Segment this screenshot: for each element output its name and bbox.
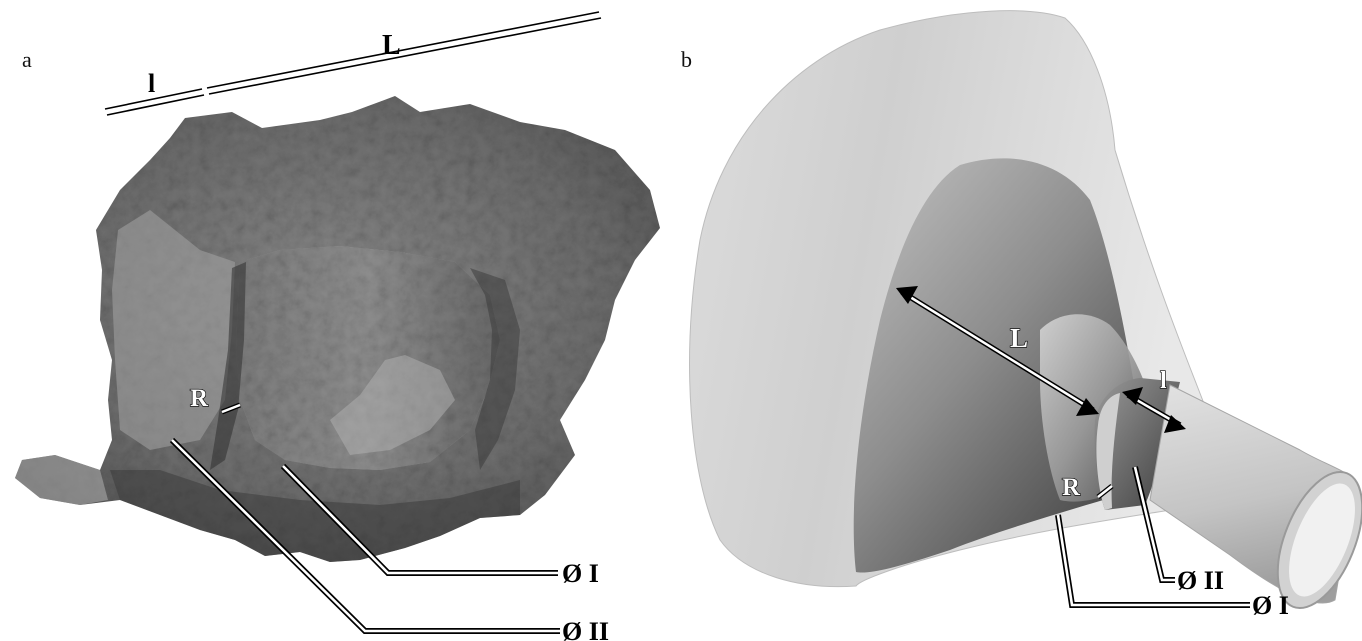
panel-b: b L <box>681 10 1362 620</box>
dimension-l-short-a <box>104 88 205 116</box>
label-L-b: L <box>1010 323 1028 353</box>
stone-ridge <box>112 210 235 450</box>
label-R-b: R <box>1062 474 1081 501</box>
leader-phi1-a <box>280 463 558 576</box>
stone-base <box>110 470 520 562</box>
funnel-collar-face <box>1096 393 1120 510</box>
leader-phi2-b <box>1132 466 1175 583</box>
r-marker-b <box>1096 484 1114 499</box>
label-L-a: L <box>382 30 401 61</box>
label-phi1-b: Ø I <box>1252 591 1289 620</box>
panel-a: a l L <box>15 11 660 641</box>
label-l-b: l <box>1160 368 1167 394</box>
r-marker-a <box>221 402 241 415</box>
dimension-l-b <box>1122 387 1186 433</box>
stone-shadow-right <box>470 268 520 470</box>
label-R-a: R <box>190 385 209 412</box>
label-phi2-a: Ø II <box>562 617 609 641</box>
leader-phi1-b <box>1055 514 1250 608</box>
label-l-a: l <box>148 69 155 98</box>
panel-a-letter: a <box>22 47 32 72</box>
dimension-L-b <box>896 286 1099 416</box>
stone-protrusion <box>15 455 108 505</box>
label-phi2-b: Ø II <box>1177 566 1224 595</box>
stone-shadow <box>210 262 246 470</box>
funnel-model <box>689 10 1362 610</box>
funnel-tube-bore <box>1289 483 1355 597</box>
dimension-L-a <box>206 11 602 95</box>
panel-b-letter: b <box>681 47 692 72</box>
label-phi1-a: Ø I <box>562 559 599 588</box>
leader-phi2-a <box>169 437 560 634</box>
stone-gloss <box>330 355 455 455</box>
stone-specimen <box>15 96 660 562</box>
